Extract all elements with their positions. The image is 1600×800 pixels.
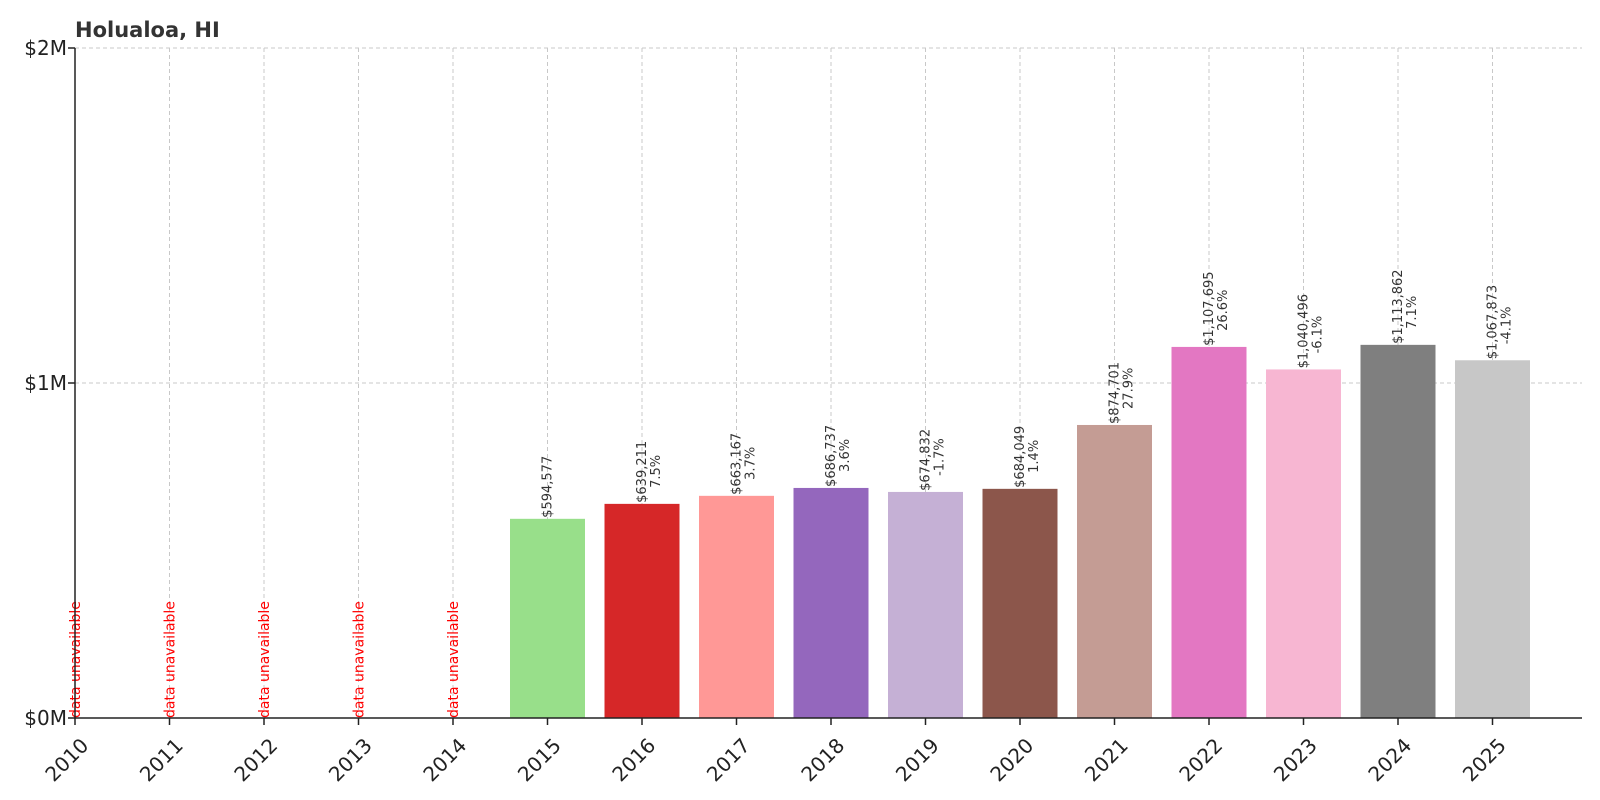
bar-change-label: -4.1% (1500, 307, 1515, 345)
bar (1360, 344, 1436, 718)
bar-layer (510, 344, 1530, 718)
x-tick-label: 2011 (135, 733, 188, 786)
y-tick-label: $2M (24, 36, 67, 60)
bar-change-label: 7.5% (649, 455, 664, 488)
bar-value-label: $1,107,695 (1202, 271, 1217, 345)
bar (1266, 369, 1341, 718)
x-tick-label: 2013 (324, 733, 377, 786)
bar (1171, 346, 1247, 718)
bar (1077, 424, 1152, 718)
bar-change-label: 26.6% (1216, 290, 1231, 331)
bar-change-label: 1.4% (1027, 440, 1042, 473)
bar-value-label: $1,113,862 (1391, 269, 1406, 343)
x-tick-label: 2016 (607, 733, 660, 786)
y-tick-label: $1M (24, 371, 67, 395)
bar-value-label: $684,049 (1013, 426, 1028, 488)
data-unavailable-label: data unavailable (257, 601, 273, 718)
bar (699, 495, 774, 718)
bar (793, 487, 869, 718)
x-tick-label: 2024 (1363, 733, 1416, 786)
x-tick-label: 2017 (702, 733, 755, 786)
data-unavailable-label: data unavailable (68, 601, 84, 718)
bar-change-label: -1.7% (933, 438, 948, 476)
bar-value-label: $639,211 (635, 441, 650, 503)
x-tick-label: 2014 (418, 733, 471, 786)
bar (982, 488, 1058, 718)
y-tick-label: $0M (24, 706, 67, 730)
x-tick-label: 2010 (40, 733, 93, 786)
x-tick-label: 2018 (796, 733, 849, 786)
x-tick-label: 2025 (1458, 733, 1511, 786)
x-tick-label: 2023 (1269, 733, 1322, 786)
bar-change-label: 3.6% (838, 439, 853, 472)
bar-value-label: $663,167 (730, 433, 745, 495)
bar (888, 491, 963, 718)
bar-value-label: $674,832 (919, 429, 934, 491)
bar-value-label: $1,040,496 (1297, 294, 1312, 368)
chart-title: Holualoa, HI (75, 18, 220, 42)
x-tick-label: 2019 (891, 733, 944, 786)
x-tick-label: 2021 (1080, 733, 1133, 786)
bar (604, 503, 680, 718)
bar (510, 518, 585, 718)
data-unavailable-label: data unavailable (163, 601, 179, 718)
data-unavailable-label: data unavailable (446, 601, 462, 718)
bar-value-label: $594,577 (541, 456, 556, 518)
x-tick-label: 2015 (513, 733, 566, 786)
bar-value-label: $874,701 (1108, 362, 1123, 424)
bar-change-label: 7.1% (1405, 296, 1420, 329)
bar-value-label: $686,737 (824, 425, 839, 487)
bar-change-label: 3.7% (744, 447, 759, 480)
bar-change-label: 27.9% (1122, 368, 1137, 409)
x-tick-label: 2012 (229, 733, 282, 786)
x-tick-label: 2022 (1174, 733, 1227, 786)
bar-value-label: $1,067,873 (1486, 285, 1501, 359)
bar-change-label: -6.1% (1311, 316, 1326, 354)
bar (1455, 360, 1530, 718)
data-unavailable-label: data unavailable (352, 601, 368, 718)
x-tick-label: 2020 (985, 733, 1038, 786)
label-layer: data unavailable data unavailable data una… (68, 269, 1515, 718)
